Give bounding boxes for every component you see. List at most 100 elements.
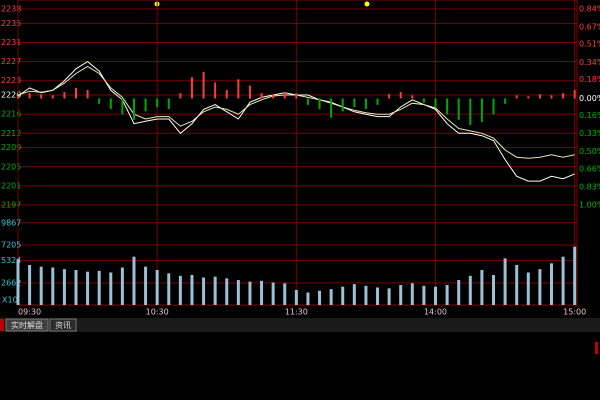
strength-bar (248, 85, 251, 99)
strength-bar (515, 95, 518, 99)
y2-tick-label: 0.66% (579, 164, 600, 173)
y2-tick-label: 0.33% (579, 129, 600, 138)
volume-bar (51, 267, 55, 305)
strength-bar (179, 93, 182, 99)
volume-bar (480, 270, 484, 305)
volume-bar (248, 281, 252, 305)
strength-bar (214, 82, 217, 99)
strength-bar (225, 89, 228, 99)
x-tick-label: 14:00 (424, 308, 447, 317)
strength-bar (63, 92, 66, 99)
x-tick-label: 11:30 (285, 308, 308, 317)
volume-bar (457, 280, 461, 305)
x-tick-label: 10:30 (146, 308, 169, 317)
strength-bar (504, 98, 507, 104)
y-tick-label: 9867 (1, 218, 21, 227)
marker-dot (364, 1, 370, 7)
y-tick-label: 2212 (1, 129, 21, 138)
y-tick-label: 2231 (1, 38, 21, 47)
strength-bar (469, 98, 472, 126)
volume-bar (144, 266, 148, 305)
strength-bar (132, 98, 135, 120)
y-tick-label: 2662 (1, 278, 21, 287)
volume-bar (16, 259, 20, 305)
volume-bar (422, 285, 426, 305)
y-tick-label: 2238 (1, 5, 21, 14)
volume-bar (213, 276, 217, 305)
strength-bar (144, 98, 147, 112)
strength-bar (573, 89, 576, 99)
tab-bar (0, 318, 600, 332)
unit-label: X10 (2, 296, 18, 305)
strength-bar (237, 79, 240, 99)
volume-bar (306, 292, 310, 305)
y-tick-label: 5324 (1, 256, 21, 265)
y2-tick-label: 0.67% (579, 23, 600, 32)
strength-bar (51, 95, 54, 99)
volume-bar (283, 283, 287, 305)
y-tick-label: 2227 (1, 57, 21, 66)
volume-bar (225, 278, 229, 305)
y2-tick-label: 0.16% (579, 111, 600, 120)
volume-bar (271, 282, 275, 305)
strength-bar (562, 93, 565, 99)
strength-bar (98, 98, 101, 104)
strength-bar (28, 93, 31, 99)
strength-bar (388, 94, 391, 99)
strength-bar (399, 92, 402, 99)
strength-bar (295, 93, 298, 99)
x-tick-label: 09:30 (18, 308, 41, 317)
volume-bar (341, 286, 345, 305)
volume-bar (318, 290, 322, 305)
volume-bar (120, 267, 124, 305)
tab[interactable] (49, 318, 77, 332)
strength-bar (156, 98, 159, 107)
strength-bar (480, 98, 483, 122)
volume-bar (62, 269, 66, 305)
y2-tick-label: 0.00% (579, 94, 600, 103)
volume-bar (202, 277, 206, 305)
y-tick-label: 2220 (1, 91, 21, 100)
strength-bar (341, 98, 344, 112)
y-tick-label: 7205 (1, 240, 21, 249)
strength-bar (272, 94, 275, 99)
volume-bar (387, 288, 391, 305)
y2-tick-label: 0.83% (579, 182, 600, 191)
strength-bar (86, 89, 89, 99)
y2-tick-label: 0.18% (579, 75, 600, 84)
y-tick-label: 2209 (1, 143, 21, 152)
strength-bar (364, 98, 367, 110)
strength-bar (109, 98, 112, 110)
volume-bar (526, 272, 530, 305)
volume-bar (294, 290, 298, 305)
strength-bar (353, 98, 356, 107)
volume-bar (410, 283, 414, 305)
strength-bar (457, 98, 460, 120)
volume-bar (538, 269, 542, 305)
volume-bar (561, 256, 565, 305)
volume-bar (86, 271, 90, 305)
volume-bar (503, 258, 507, 305)
strength-bar (283, 92, 286, 99)
y2-tick-label: 0.51% (579, 40, 600, 49)
strength-bar (167, 98, 170, 110)
y2-tick-label: 0.34% (579, 58, 600, 67)
strength-bar (527, 96, 530, 99)
volume-bar (352, 284, 356, 305)
volume-bar (376, 287, 380, 305)
strength-bar (376, 98, 379, 105)
strength-bar (422, 98, 425, 103)
y2-tick-label: 1.00% (579, 201, 600, 210)
volume-bar (97, 270, 101, 305)
strength-bar (446, 98, 449, 115)
tab-marker (0, 319, 4, 331)
strength-bar (202, 71, 205, 99)
strength-bar (550, 95, 553, 99)
volume-bar (329, 289, 333, 305)
strength-bar (260, 93, 263, 99)
tab[interactable] (5, 318, 49, 332)
volume-bar (109, 272, 113, 305)
strength-bar (40, 94, 43, 99)
volume-bar (573, 246, 577, 305)
volume-bar (39, 266, 43, 305)
